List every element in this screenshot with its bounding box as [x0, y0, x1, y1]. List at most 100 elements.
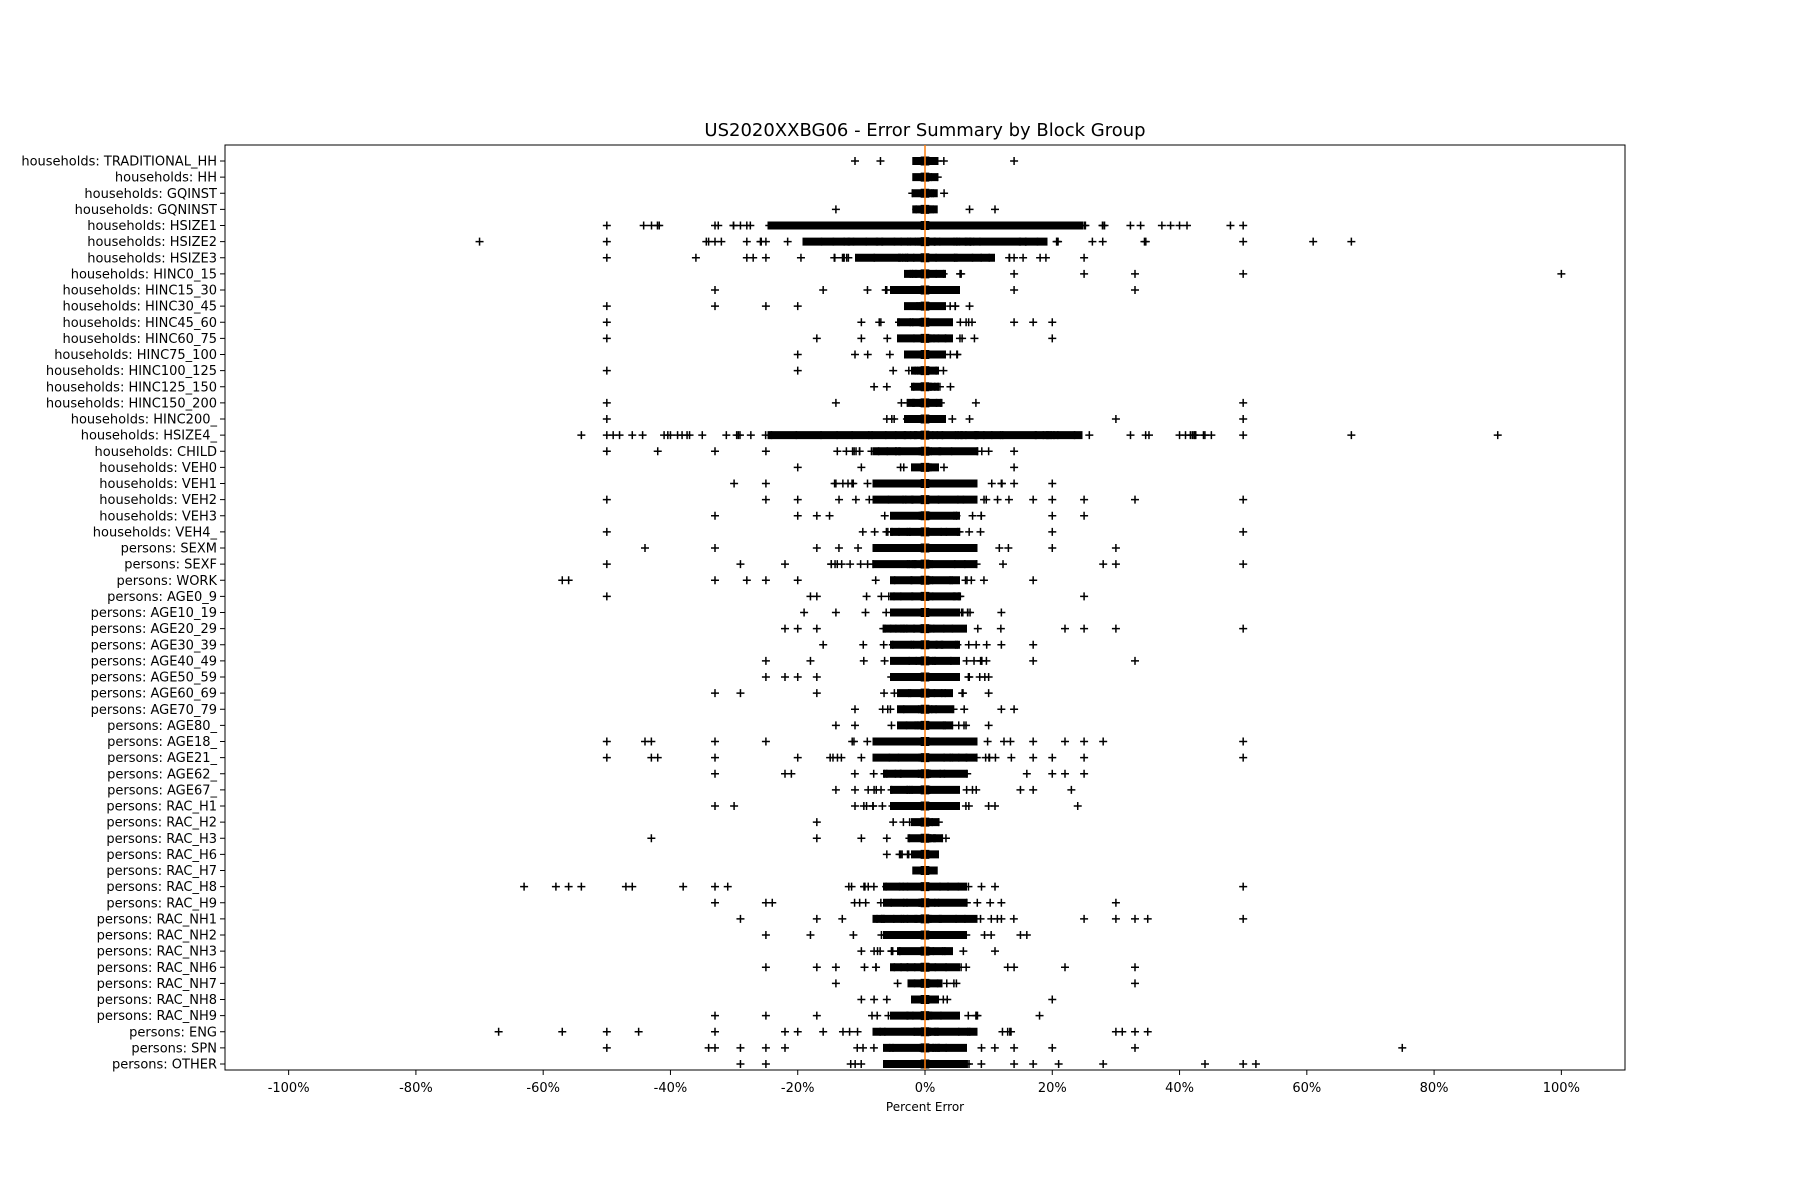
y-tick-label: households: HH — [115, 171, 217, 186]
outlier-marker — [702, 237, 711, 246]
outlier-marker — [736, 689, 745, 698]
outlier-marker — [884, 592, 893, 601]
outlier-marker — [1029, 495, 1038, 504]
outlier-marker — [1131, 495, 1139, 504]
box-row — [558, 575, 1038, 585]
outlier-marker — [1201, 1060, 1209, 1068]
outlier-marker — [1188, 431, 1197, 440]
outlier-marker — [857, 463, 866, 472]
outlier-marker — [711, 882, 719, 891]
outlier-marker — [711, 1011, 719, 1020]
outlier-marker — [929, 673, 938, 681]
outlier-marker — [971, 398, 980, 407]
outlier-marker — [711, 802, 719, 810]
outlier-marker — [935, 479, 944, 488]
outlier-marker — [919, 544, 928, 552]
outlier-marker — [911, 914, 920, 923]
outlier-marker — [998, 1027, 1007, 1036]
y-tick-label: households: VEH3 — [99, 509, 217, 524]
outlier-marker — [1081, 221, 1090, 230]
outlier-marker — [812, 963, 821, 972]
outlier-marker — [896, 592, 905, 601]
outlier-marker — [965, 205, 974, 214]
outlier-marker — [964, 802, 973, 810]
outlier-marker — [957, 479, 966, 488]
outlier-marker — [1048, 511, 1057, 520]
outlier-marker — [889, 366, 898, 375]
outlier-marker — [995, 544, 1004, 552]
y-tick-label: persons: RAC_H6 — [106, 848, 217, 863]
outlier-marker — [996, 624, 1005, 633]
y-tick-label: households: HINC30_45 — [62, 300, 217, 315]
outlier-marker — [901, 544, 910, 552]
outlier-marker — [831, 785, 840, 794]
outlier-marker — [1070, 431, 1079, 440]
outlier-marker — [711, 576, 719, 585]
chart-title: US2020XXBG06 - Error Summary by Block Gr… — [704, 120, 1145, 141]
outlier-marker — [520, 882, 529, 891]
y-tick-label: persons: SEXF — [124, 558, 217, 573]
outlier-marker — [742, 237, 751, 246]
outlier-marker — [1398, 1043, 1407, 1052]
outlier-marker — [936, 882, 945, 891]
outlier-marker — [977, 511, 986, 520]
outlier-marker — [1080, 495, 1089, 504]
outlier-marker — [937, 689, 946, 698]
outlier-marker — [1111, 415, 1120, 423]
x-tick-label: -100% — [268, 1081, 310, 1096]
outlier-marker — [641, 544, 649, 552]
outlier-marker — [935, 286, 944, 294]
outlier-marker — [1004, 495, 1013, 504]
outlier-marker — [819, 1027, 828, 1036]
outlier-marker — [904, 608, 913, 617]
outlier-marker — [833, 560, 842, 569]
outlier-marker — [942, 479, 951, 488]
box-row — [904, 269, 1566, 279]
outlier-marker — [1048, 753, 1057, 762]
y-tick-label: persons: AGE30_39 — [91, 638, 217, 653]
outlier-marker — [831, 963, 840, 972]
outlier-marker — [885, 350, 894, 359]
outlier-marker — [932, 253, 941, 262]
y-tick-label: households: GQINST — [84, 187, 217, 202]
outlier-marker — [711, 286, 719, 294]
outlier-marker — [889, 914, 898, 923]
outlier-marker — [1017, 221, 1026, 230]
outlier-marker — [964, 1011, 973, 1020]
outlier-marker — [869, 769, 878, 778]
outlier-marker — [851, 157, 859, 165]
outlier-marker — [960, 560, 969, 569]
y-tick-label: persons: SEXM — [121, 542, 217, 557]
box-row — [800, 608, 1006, 617]
outlier-marker — [928, 576, 937, 585]
outlier-marker — [882, 834, 891, 843]
outlier-marker — [950, 253, 959, 262]
outlier-marker — [1029, 785, 1038, 794]
outlier-marker — [1347, 237, 1356, 246]
outlier-marker — [564, 882, 573, 891]
outlier-marker — [1048, 544, 1057, 552]
outlier-marker — [976, 914, 985, 923]
outlier-marker — [985, 253, 994, 262]
y-tick-label: households: HSIZE3 — [87, 251, 217, 266]
outlier-marker — [679, 882, 688, 891]
y-tick-label: persons: OTHER — [112, 1058, 217, 1073]
outlier-marker — [985, 753, 994, 762]
outlier-marker — [877, 237, 886, 246]
outlier-marker — [968, 785, 977, 794]
outlier-marker — [1131, 656, 1139, 665]
outlier-marker — [602, 398, 611, 407]
outlier-marker — [863, 479, 872, 488]
outlier-marker — [1309, 237, 1318, 246]
outlier-marker — [912, 205, 921, 214]
box-row — [831, 785, 1076, 795]
outlier-marker — [980, 495, 989, 504]
y-tick-label: households: HINC60_75 — [62, 332, 217, 347]
y-tick-label: households: HSIZE4_ — [81, 429, 218, 444]
outlier-marker — [942, 1043, 951, 1052]
outlier-marker — [1052, 237, 1061, 246]
outlier-marker — [931, 350, 940, 359]
outlier-marker — [955, 237, 964, 246]
outlier-marker — [860, 882, 869, 891]
outlier-marker — [869, 882, 878, 891]
